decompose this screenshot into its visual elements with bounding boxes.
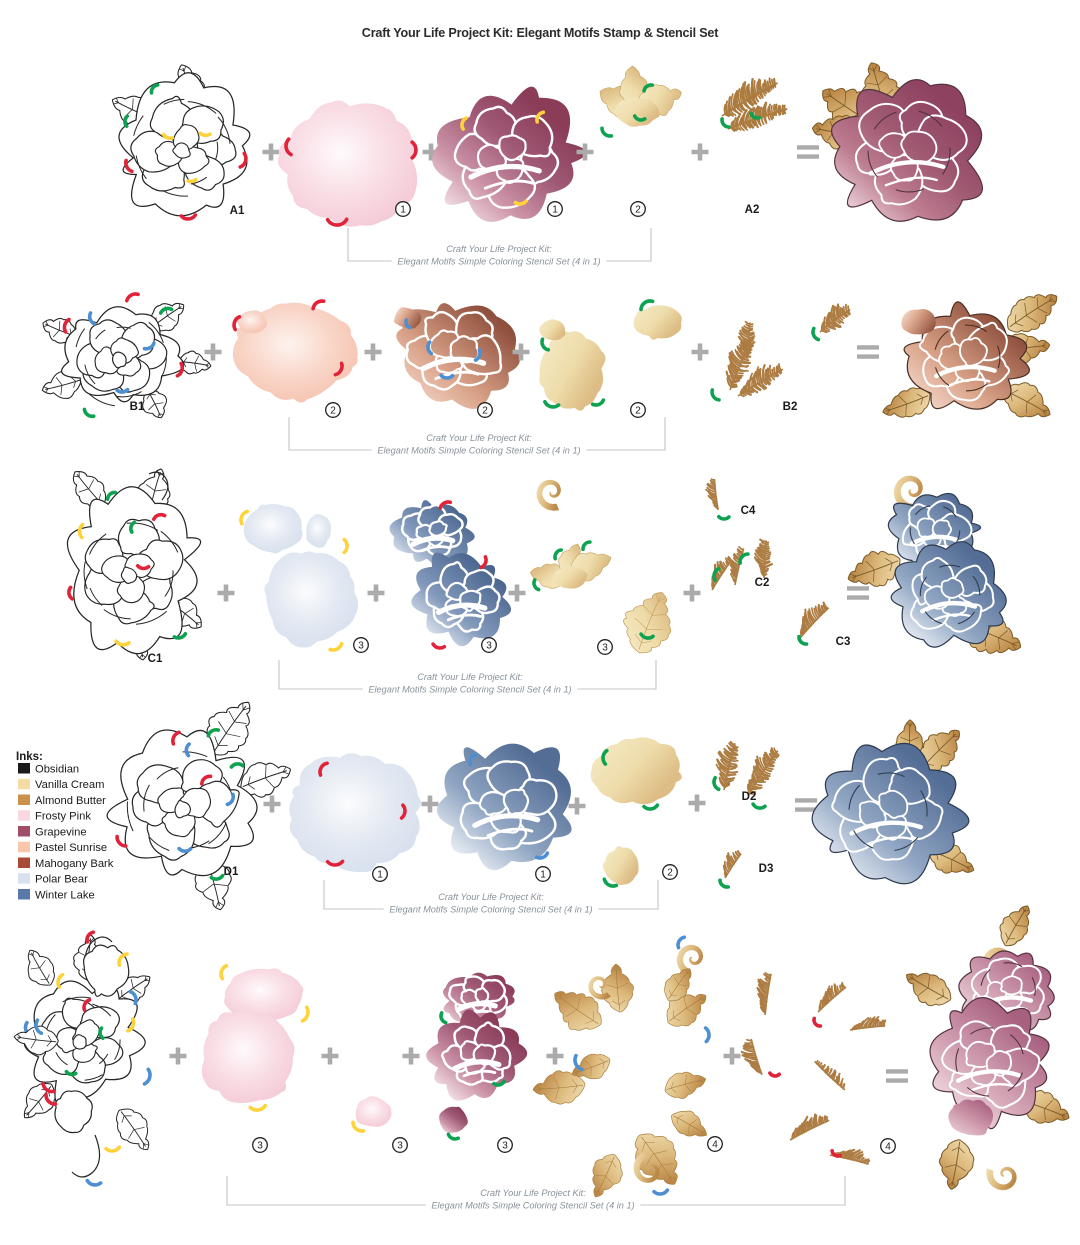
svg-text:3: 3 [358, 640, 364, 651]
svg-text:C2: C2 [755, 577, 770, 589]
svg-text:3: 3 [502, 1140, 508, 1151]
svg-text:B1: B1 [130, 401, 145, 413]
svg-text:C1: C1 [148, 653, 163, 665]
svg-text:A1: A1 [230, 205, 245, 217]
svg-text:3: 3 [486, 640, 492, 651]
svg-text:D3: D3 [759, 863, 774, 875]
svg-text:3: 3 [602, 642, 608, 653]
svg-text:3: 3 [397, 1140, 403, 1151]
svg-text:Frosty Pink: Frosty Pink [35, 811, 91, 823]
svg-text:Almond Butter: Almond Butter [35, 795, 106, 807]
svg-text:2: 2 [667, 867, 673, 878]
svg-text:Polar Bear: Polar Bear [35, 874, 88, 886]
svg-text:1: 1 [540, 869, 546, 880]
svg-text:D1: D1 [224, 866, 239, 878]
svg-text:Mahogany Bark: Mahogany Bark [35, 858, 114, 870]
svg-text:Elegant Motifs Simple Coloring: Elegant Motifs Simple Coloring Stencil S… [397, 257, 600, 267]
svg-text:Grapevine: Grapevine [35, 826, 87, 838]
svg-text:Elegant Motifs Simple Coloring: Elegant Motifs Simple Coloring Stencil S… [389, 905, 592, 915]
svg-text:4: 4 [712, 1139, 718, 1150]
svg-text:Elegant Motifs Simple Coloring: Elegant Motifs Simple Coloring Stencil S… [368, 685, 571, 695]
svg-text:3: 3 [257, 1140, 263, 1151]
svg-text:4: 4 [885, 1141, 891, 1152]
svg-text:A2: A2 [745, 204, 760, 216]
svg-text:2: 2 [330, 405, 336, 416]
svg-text:Craft Your Life Project Kit:: Craft Your Life Project Kit: [446, 244, 552, 254]
svg-text:Craft Your Life Project Kit:: Craft Your Life Project Kit: [426, 433, 532, 443]
svg-text:Craft Your Life Project Kit: E: Craft Your Life Project Kit: Elegant Mot… [362, 26, 719, 40]
svg-text:Elegant Motifs Simple Coloring: Elegant Motifs Simple Coloring Stencil S… [377, 446, 580, 456]
svg-text:Obsidian: Obsidian [35, 763, 79, 775]
svg-text:1: 1 [377, 869, 383, 880]
svg-text:Vanilla Cream: Vanilla Cream [35, 779, 104, 791]
svg-text:Pastel Sunrise: Pastel Sunrise [35, 842, 107, 854]
svg-text:2: 2 [635, 405, 641, 416]
svg-text:Inks:: Inks: [16, 751, 43, 763]
svg-text:1: 1 [552, 204, 558, 215]
svg-text:Craft Your Life Project Kit:: Craft Your Life Project Kit: [438, 892, 544, 902]
svg-text:B2: B2 [783, 401, 798, 413]
svg-text:Elegant Motifs Simple Coloring: Elegant Motifs Simple Coloring Stencil S… [431, 1201, 634, 1211]
svg-text:Winter Lake: Winter Lake [35, 889, 95, 901]
svg-text:C4: C4 [741, 505, 756, 517]
svg-text:2: 2 [482, 405, 488, 416]
svg-text:C3: C3 [836, 636, 851, 648]
svg-text:2: 2 [635, 204, 641, 215]
svg-text:D2: D2 [742, 791, 757, 803]
svg-text:Craft Your Life Project Kit:: Craft Your Life Project Kit: [480, 1188, 586, 1198]
svg-text:1: 1 [400, 204, 406, 215]
svg-text:Craft Your Life Project Kit:: Craft Your Life Project Kit: [417, 672, 523, 682]
